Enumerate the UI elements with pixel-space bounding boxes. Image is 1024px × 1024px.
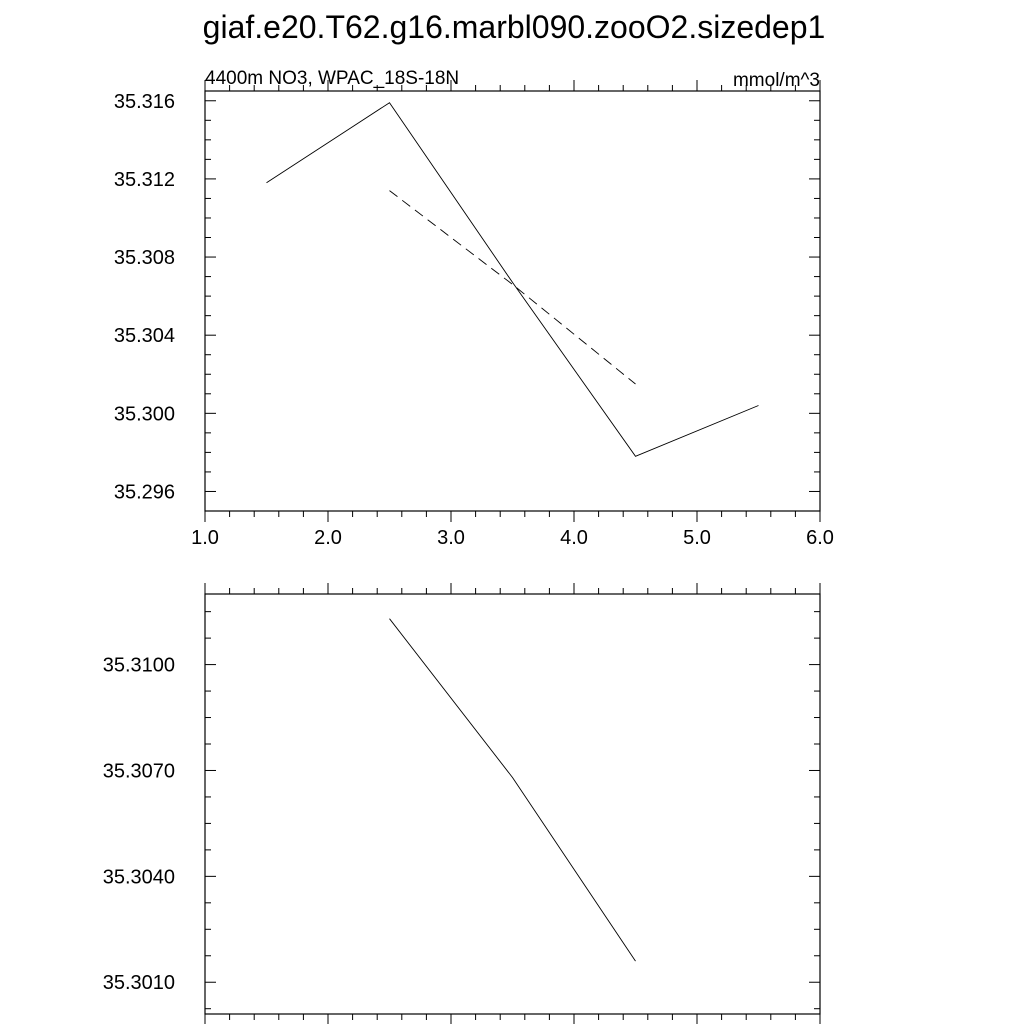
bottom-panel-ticks: 35.3010 35.3040 35.3070 35.3100 [103, 583, 821, 1024]
top-series-line-2-dashed [389, 190, 636, 385]
top-y-tick-label: 35.300 [114, 403, 175, 425]
top-x-tick-label: 2.0 [314, 527, 342, 549]
bottom-y-tick-label: 35.3040 [103, 866, 175, 888]
bottom-panel-series [389, 618, 636, 962]
figure-title: giaf.e20.T62.g16.marbl090.zooO2.sizedep1 [203, 9, 826, 45]
top-x-tick-label: 4.0 [560, 527, 588, 549]
top-y-tick-label: 35.312 [114, 169, 175, 191]
top-panel-series [266, 102, 759, 457]
top-x-tick-label: 6.0 [806, 527, 834, 549]
top-panel-units: mmol/m^3 [733, 70, 820, 91]
top-panel-frame [204, 90, 821, 512]
top-panel-title: 4400m NO3, WPAC_18S-18N [205, 68, 459, 89]
top-panel-ticks: 1.0 2.0 3.0 4.0 5.0 6.0 35.296 35.300 35.304 35.3… [114, 80, 834, 549]
bottom-panel-frame [204, 593, 821, 1015]
top-x-tick-label: 1.0 [191, 527, 219, 549]
top-y-tick-label: 35.296 [114, 481, 175, 503]
top-y-tick-label: 35.308 [114, 247, 175, 269]
bottom-y-tick-label: 35.3100 [103, 655, 175, 677]
top-x-tick-label: 3.0 [437, 527, 465, 549]
bottom-y-tick-label: 35.3070 [103, 760, 175, 782]
top-y-tick-label: 35.304 [114, 325, 175, 347]
top-y-tick-label: 35.316 [114, 91, 175, 113]
top-x-tick-label: 5.0 [683, 527, 711, 549]
top-panel: 4400m NO3, WPAC_18S-18N mmol/m^3 1.0 2.0 3… [114, 68, 834, 549]
bottom-panel: 35.3010 35.3040 35.3070 35.3100 [103, 583, 821, 1024]
bottom-y-tick-label: 35.3010 [103, 972, 175, 994]
bottom-series-line-1-solid [389, 618, 636, 962]
top-series-line-1-solid [266, 102, 759, 457]
